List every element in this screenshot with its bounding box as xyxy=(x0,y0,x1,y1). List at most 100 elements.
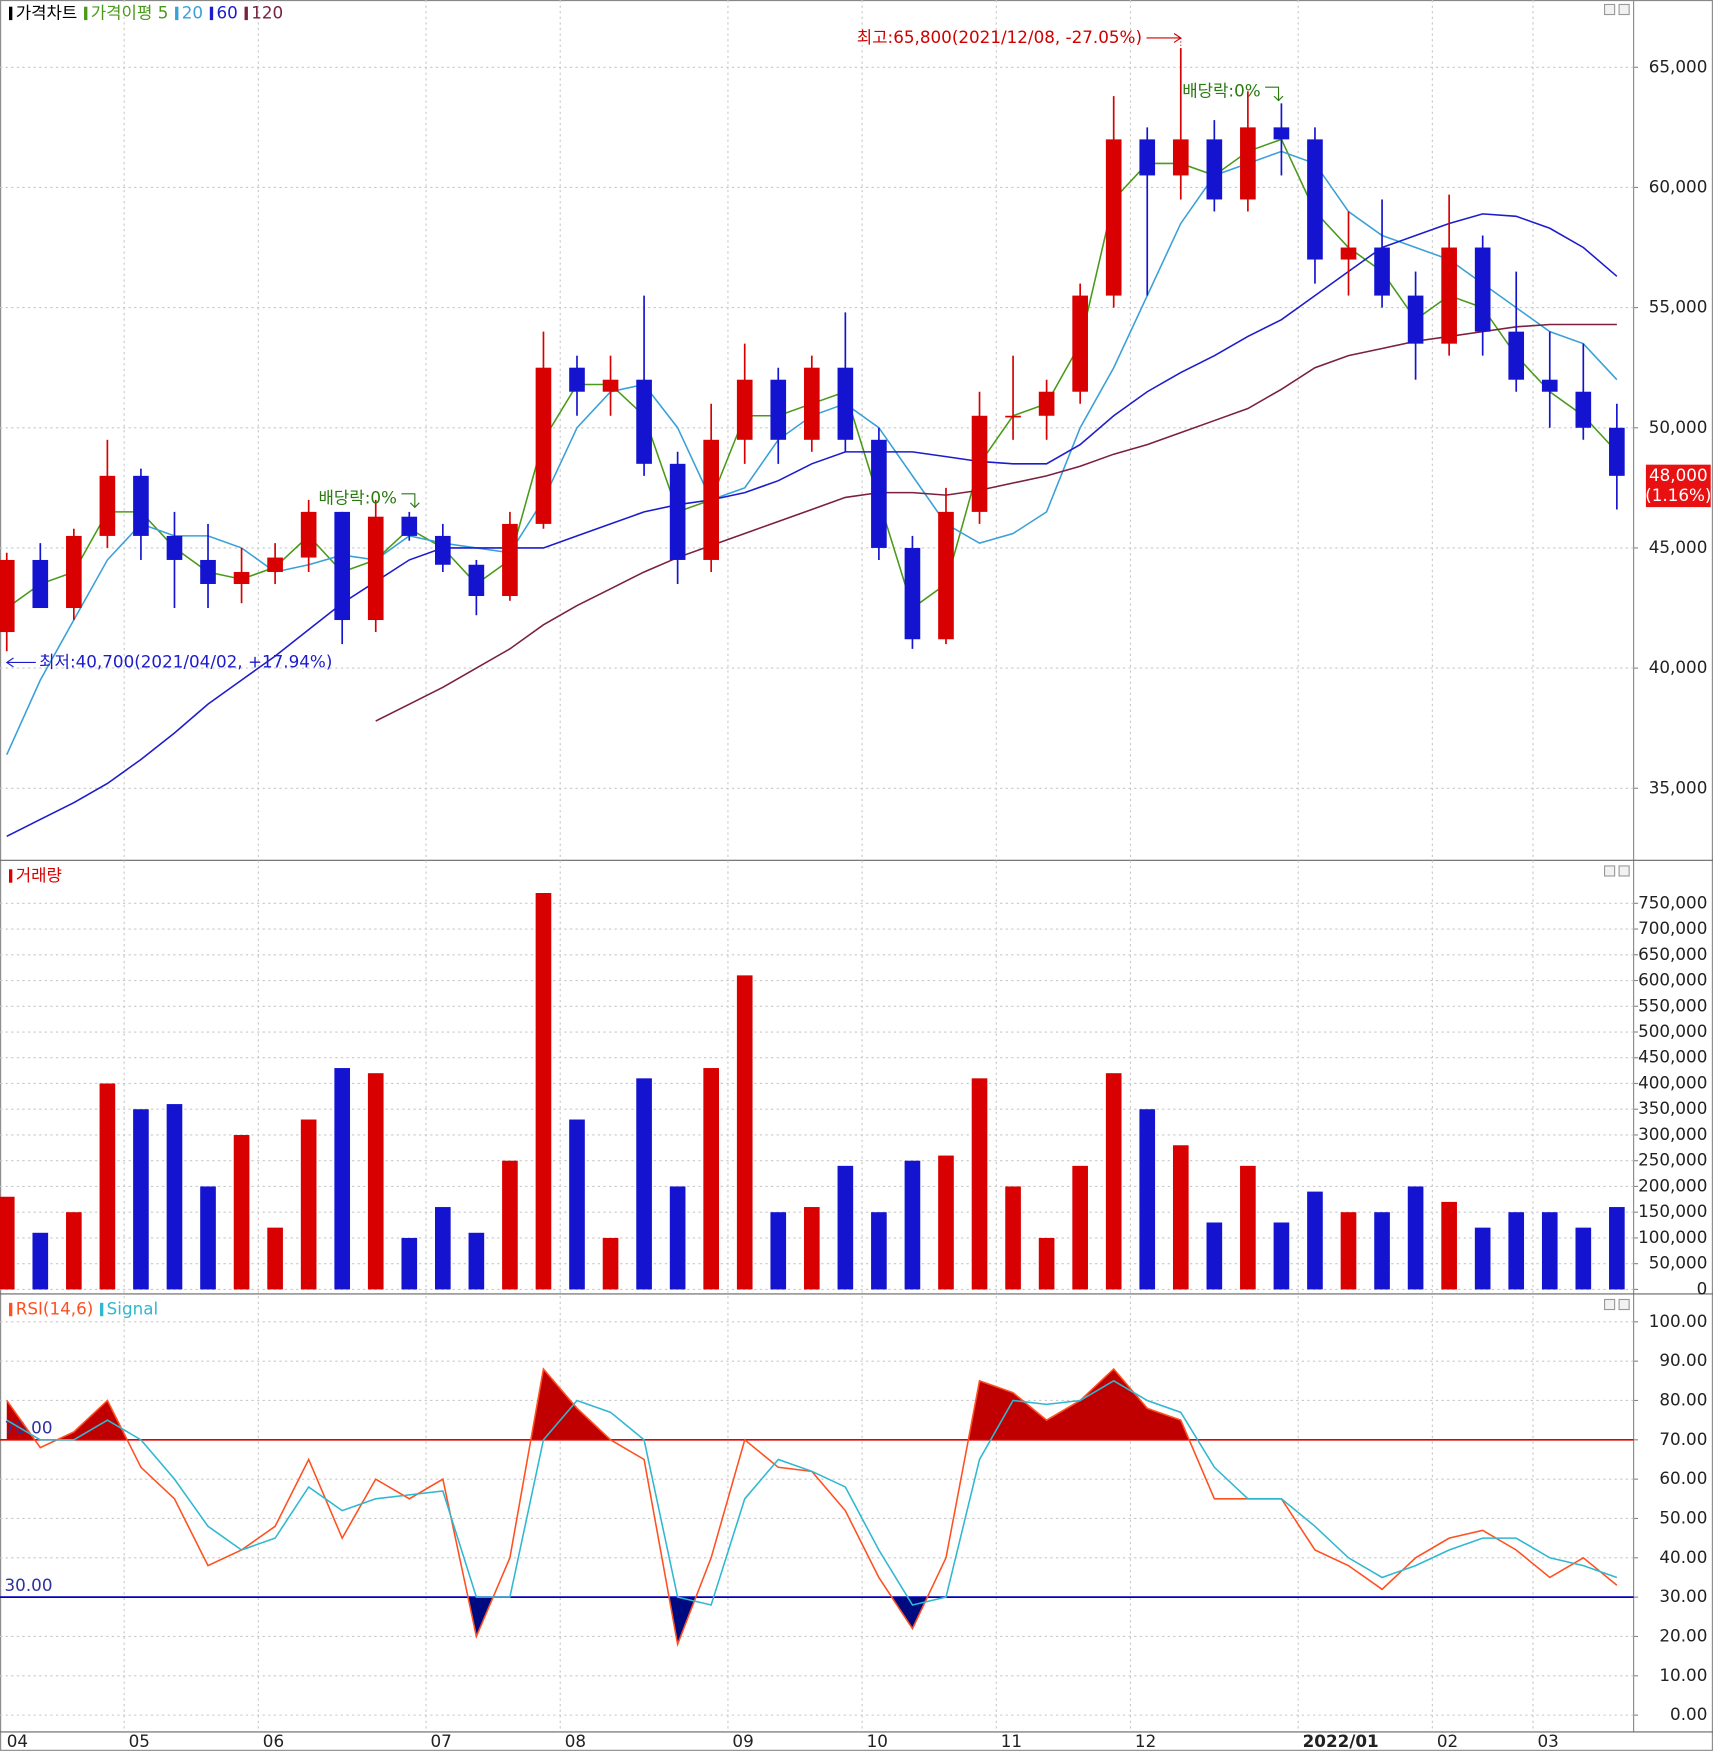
legend-marker xyxy=(8,6,13,21)
volume-bar xyxy=(1407,1186,1424,1290)
y-tick-label: 10.00 xyxy=(1659,1665,1707,1685)
candle-body xyxy=(0,559,15,633)
volume-bar xyxy=(334,1068,351,1290)
y-tick-label: 600,000 xyxy=(1638,970,1707,990)
volume-bar xyxy=(133,1109,149,1290)
candle-body xyxy=(99,475,116,536)
candle-body xyxy=(1541,379,1558,392)
annotation-dividend: 배당락:0% xyxy=(318,487,396,507)
volume-bar xyxy=(938,1155,954,1290)
candle-body xyxy=(1273,127,1290,140)
annotation-low: 최저:40,700(2021/04/02, +17.94%) xyxy=(39,651,332,671)
y-tick-label: 650,000 xyxy=(1638,944,1707,964)
volume-bar xyxy=(99,1083,116,1290)
x-tick-label: 03 xyxy=(1537,1731,1558,1751)
volume-bar xyxy=(569,1119,585,1290)
y-tick-label: 550,000 xyxy=(1638,995,1707,1015)
candle-body xyxy=(1172,139,1189,176)
legend-marker xyxy=(84,6,88,21)
reference-label: 30.00 xyxy=(5,1575,53,1595)
x-tick-label: 09 xyxy=(732,1731,753,1751)
y-tick-label: 100.00 xyxy=(1649,1311,1708,1331)
y-tick-label: 100,000 xyxy=(1638,1227,1707,1247)
y-tick-label: 450,000 xyxy=(1638,1047,1707,1067)
volume-bar xyxy=(669,1186,686,1290)
volume-bar xyxy=(0,1196,15,1290)
volume-bar xyxy=(535,893,552,1290)
volume-bar xyxy=(1172,1145,1189,1290)
y-tick-label: 0 xyxy=(1697,1278,1708,1298)
candle-body xyxy=(502,523,518,597)
y-tick-label: 200,000 xyxy=(1638,1175,1707,1195)
x-tick-label: 05 xyxy=(129,1731,150,1751)
volume-bar xyxy=(1240,1165,1256,1290)
volume-bar xyxy=(267,1227,283,1290)
y-tick-label: 300,000 xyxy=(1638,1124,1707,1144)
y-tick-label: 40,000 xyxy=(1649,657,1708,677)
y-tick-label: 250,000 xyxy=(1638,1150,1707,1170)
x-tick-label: 02 xyxy=(1437,1731,1458,1751)
x-tick-label: 07 xyxy=(431,1731,452,1751)
y-tick-label: 35,000 xyxy=(1649,777,1708,797)
y-tick-label: 90.00 xyxy=(1659,1350,1707,1370)
annotation-arrow xyxy=(1265,86,1284,102)
last-price-box xyxy=(1645,464,1711,508)
annotation-dividend: 배당락:0% xyxy=(1182,81,1260,101)
volume-bar xyxy=(233,1134,250,1290)
candle-body xyxy=(1508,331,1525,380)
candle-body xyxy=(770,379,787,440)
volume-bar xyxy=(1139,1109,1156,1290)
legend-label: 20 xyxy=(182,2,203,22)
y-tick-label: 50,000 xyxy=(1649,1253,1708,1273)
legend-label: Signal xyxy=(107,1299,158,1319)
candle-body xyxy=(1575,391,1592,428)
candle-body xyxy=(66,535,82,609)
candle-body xyxy=(401,516,418,536)
volume-bar xyxy=(770,1212,787,1290)
candle-body xyxy=(971,415,988,512)
volume-bar xyxy=(1474,1227,1491,1290)
panel-buttons[interactable] xyxy=(1604,3,1630,1311)
candle-body xyxy=(267,557,283,572)
volume-bar xyxy=(1374,1212,1390,1290)
legend-label: 60 xyxy=(217,2,238,22)
legend-marker xyxy=(209,6,214,21)
candle-body xyxy=(367,516,384,621)
y-tick-label: 50,000 xyxy=(1649,417,1708,437)
x-tick-label: 08 xyxy=(565,1731,586,1751)
candle-body xyxy=(435,535,451,565)
reference-label: 70.00 xyxy=(5,1418,53,1438)
volume-bar xyxy=(1441,1201,1457,1290)
legend-label: 가격이평 5 xyxy=(91,2,169,22)
y-tick-label: 60.00 xyxy=(1659,1468,1707,1488)
y-tick-label: 400,000 xyxy=(1638,1072,1707,1092)
candle-body xyxy=(1139,139,1156,176)
candle-body xyxy=(703,439,719,560)
y-tick-label: 700,000 xyxy=(1638,918,1707,938)
volume-bar xyxy=(1575,1227,1592,1290)
candle-body xyxy=(1340,247,1357,260)
candle-body xyxy=(736,379,753,440)
candle-body xyxy=(938,511,954,640)
x-tick-label: 10 xyxy=(867,1731,888,1751)
candle-body xyxy=(233,571,250,584)
x-tick-label: 04 xyxy=(7,1731,28,1751)
volume-bar xyxy=(1038,1237,1055,1290)
candle-body xyxy=(1441,247,1457,344)
candle-body xyxy=(1407,295,1424,344)
legend-marker xyxy=(8,869,13,883)
legend-marker xyxy=(244,6,248,21)
candle-body xyxy=(1307,139,1323,260)
volume-bar xyxy=(1273,1222,1290,1290)
x-tick-label: 11 xyxy=(1001,1731,1022,1751)
candle-body xyxy=(468,564,485,597)
y-tick-label: 750,000 xyxy=(1638,892,1707,912)
annotation-high: 최고:65,800(2021/12/08, -27.05%) xyxy=(857,27,1142,47)
candle-body xyxy=(1240,127,1256,200)
y-tick-label: 55,000 xyxy=(1649,297,1708,317)
legend-label: 거래량 xyxy=(16,865,62,885)
y-tick-label: 80.00 xyxy=(1659,1389,1707,1409)
